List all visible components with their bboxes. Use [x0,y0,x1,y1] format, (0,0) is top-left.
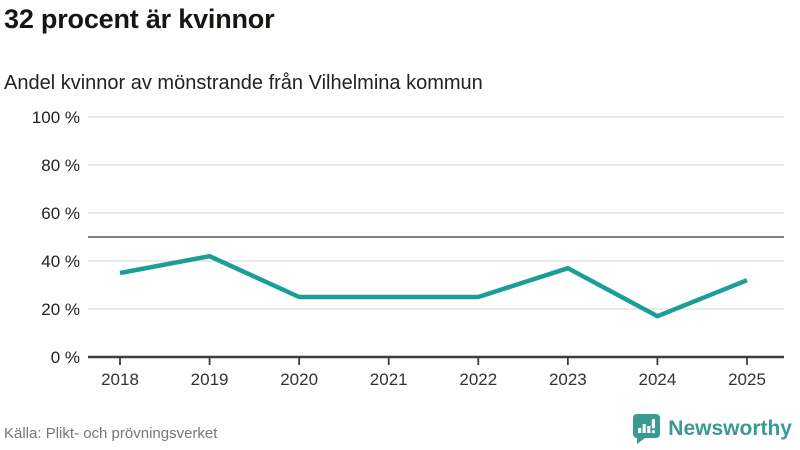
y-tick-label: 80 % [41,156,80,175]
x-tick-label: 2018 [101,370,139,389]
x-tick-label: 2019 [191,370,229,389]
source-note: Källa: Plikt- och prövningsverket [4,425,218,442]
newsworthy-logo: Newsworthy [632,413,792,444]
line-chart: 0 % 20 % 40 % 60 % 80 % 100 % 2018 2019 2020 2021… [32,108,784,389]
x-tick-label: 2020 [280,370,318,389]
x-tick-label: 2022 [459,370,497,389]
y-tick-label: 0 % [51,348,80,367]
y-tick-label: 100 % [32,108,80,127]
chart-subtitle: Andel kvinnor av mönstrande från Vilhelm… [4,72,483,94]
x-tick-label: 2025 [728,370,766,389]
y-tick-label: 60 % [41,204,80,223]
x-tick-label: 2023 [549,370,587,389]
page-title: 32 procent är kvinnor [4,4,275,34]
newsworthy-wordmark: Newsworthy [668,416,792,440]
x-tick-label: 2021 [370,370,408,389]
x-tick-label: 2024 [639,370,677,389]
data-line-andel-kvinnor-av-m-nstrande [119,253,748,319]
newsworthy-chart-bubble-icon [633,414,661,444]
y-tick-label: 20 % [41,300,80,319]
y-tick-label: 40 % [41,252,80,271]
